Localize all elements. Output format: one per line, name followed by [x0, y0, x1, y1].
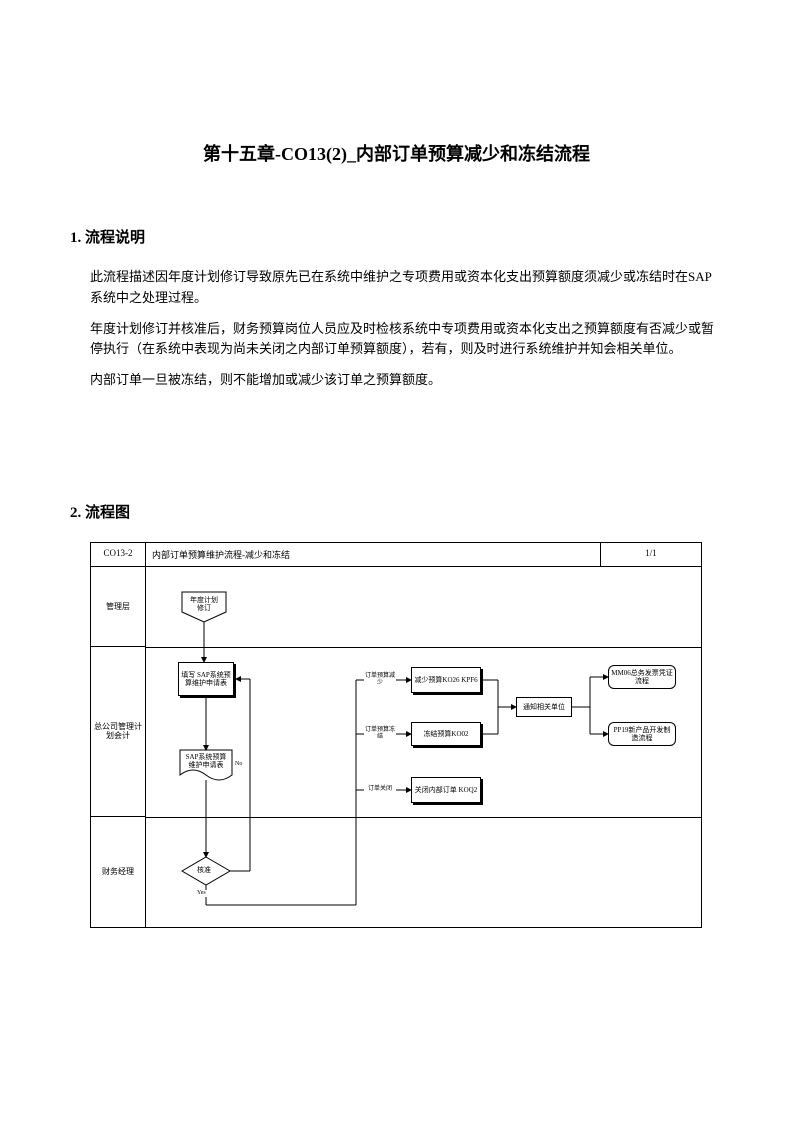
edge-label-reduce: 订单预算减少: [364, 673, 396, 686]
edge-label-freeze: 订单预算冻结: [364, 727, 396, 740]
flowchart-header: CO13-2 内部订单预算维护流程-减少和冻结 1/1: [91, 543, 701, 567]
lane-divider-2: [146, 817, 701, 818]
section1-p2: 年度计划修订并核准后，财务预算岗位人员应及时检核系统中专项费用或资本化支出之预算…: [90, 319, 723, 361]
node-notify: 通知相关单位: [516, 697, 572, 717]
flowchart-page: 1/1: [601, 543, 701, 566]
section1-heading: 1. 流程说明: [70, 226, 723, 247]
lane-labels: 管理层 总公司管理计划会计 财务经理: [91, 567, 146, 927]
node-sapform-label: SAP系统预算维护申请表: [183, 754, 229, 769]
flowchart-body: 管理层 总公司管理计划会计 财务经理: [91, 567, 701, 927]
section1-p3: 内部订单一旦被冻结，则不能增加或减少该订单之预算额度。: [90, 370, 723, 391]
flowchart-title: 内部订单预算维护流程-减少和冻结: [146, 543, 601, 566]
lane-label-3: 财务经理: [91, 817, 145, 927]
flow-edges: [146, 567, 701, 927]
flowchart-canvas: 年度计划修订 核准 SAP系统预算维护申请表 填写 SAP系统预算维护申请表 减…: [146, 567, 701, 927]
node-mm06: MM06总务发票凭证流程: [608, 665, 676, 689]
section-2: 2. 流程图 CO13-2 内部订单预算维护流程-减少和冻结 1/1 管理层 总…: [70, 501, 723, 928]
node-fill-form: 填写 SAP系统预算维护申请表: [178, 662, 234, 696]
page-title: 第十五章-CO13(2)_内部订单预算减少和冻结流程: [70, 140, 723, 166]
section-1: 1. 流程说明 此流程描述因年度计划修订导致原先已在系统中维护之专项费用或资本化…: [70, 226, 723, 391]
node-approve-label: 核准: [196, 867, 212, 875]
node-close: 关闭内部订单 KOQ2: [411, 777, 481, 803]
lane-label-2: 总公司管理计划会计: [91, 647, 145, 817]
edge-label-close: 订单关闭: [364, 786, 396, 793]
node-reduce: 减少预算KO26 KPF6: [411, 667, 481, 693]
lane-divider-1: [146, 647, 701, 648]
flowchart-code: CO13-2: [91, 543, 146, 566]
flowchart: CO13-2 内部订单预算维护流程-减少和冻结 1/1 管理层 总公司管理计划会…: [90, 542, 702, 928]
lane-label-1: 管理层: [91, 567, 145, 647]
node-start-label: 年度计划修订: [186, 597, 222, 612]
node-freeze: 冻结预算KO02: [411, 722, 481, 746]
edge-label-no: No: [234, 761, 243, 768]
node-pp19: PP19新产品开发制造流程: [608, 722, 676, 746]
edge-label-yes: Yes: [196, 890, 207, 897]
section2-heading: 2. 流程图: [70, 501, 723, 522]
section1-p1: 此流程描述因年度计划修订导致原先已在系统中维护之专项费用或资本化支出预算额度须减…: [90, 267, 723, 309]
